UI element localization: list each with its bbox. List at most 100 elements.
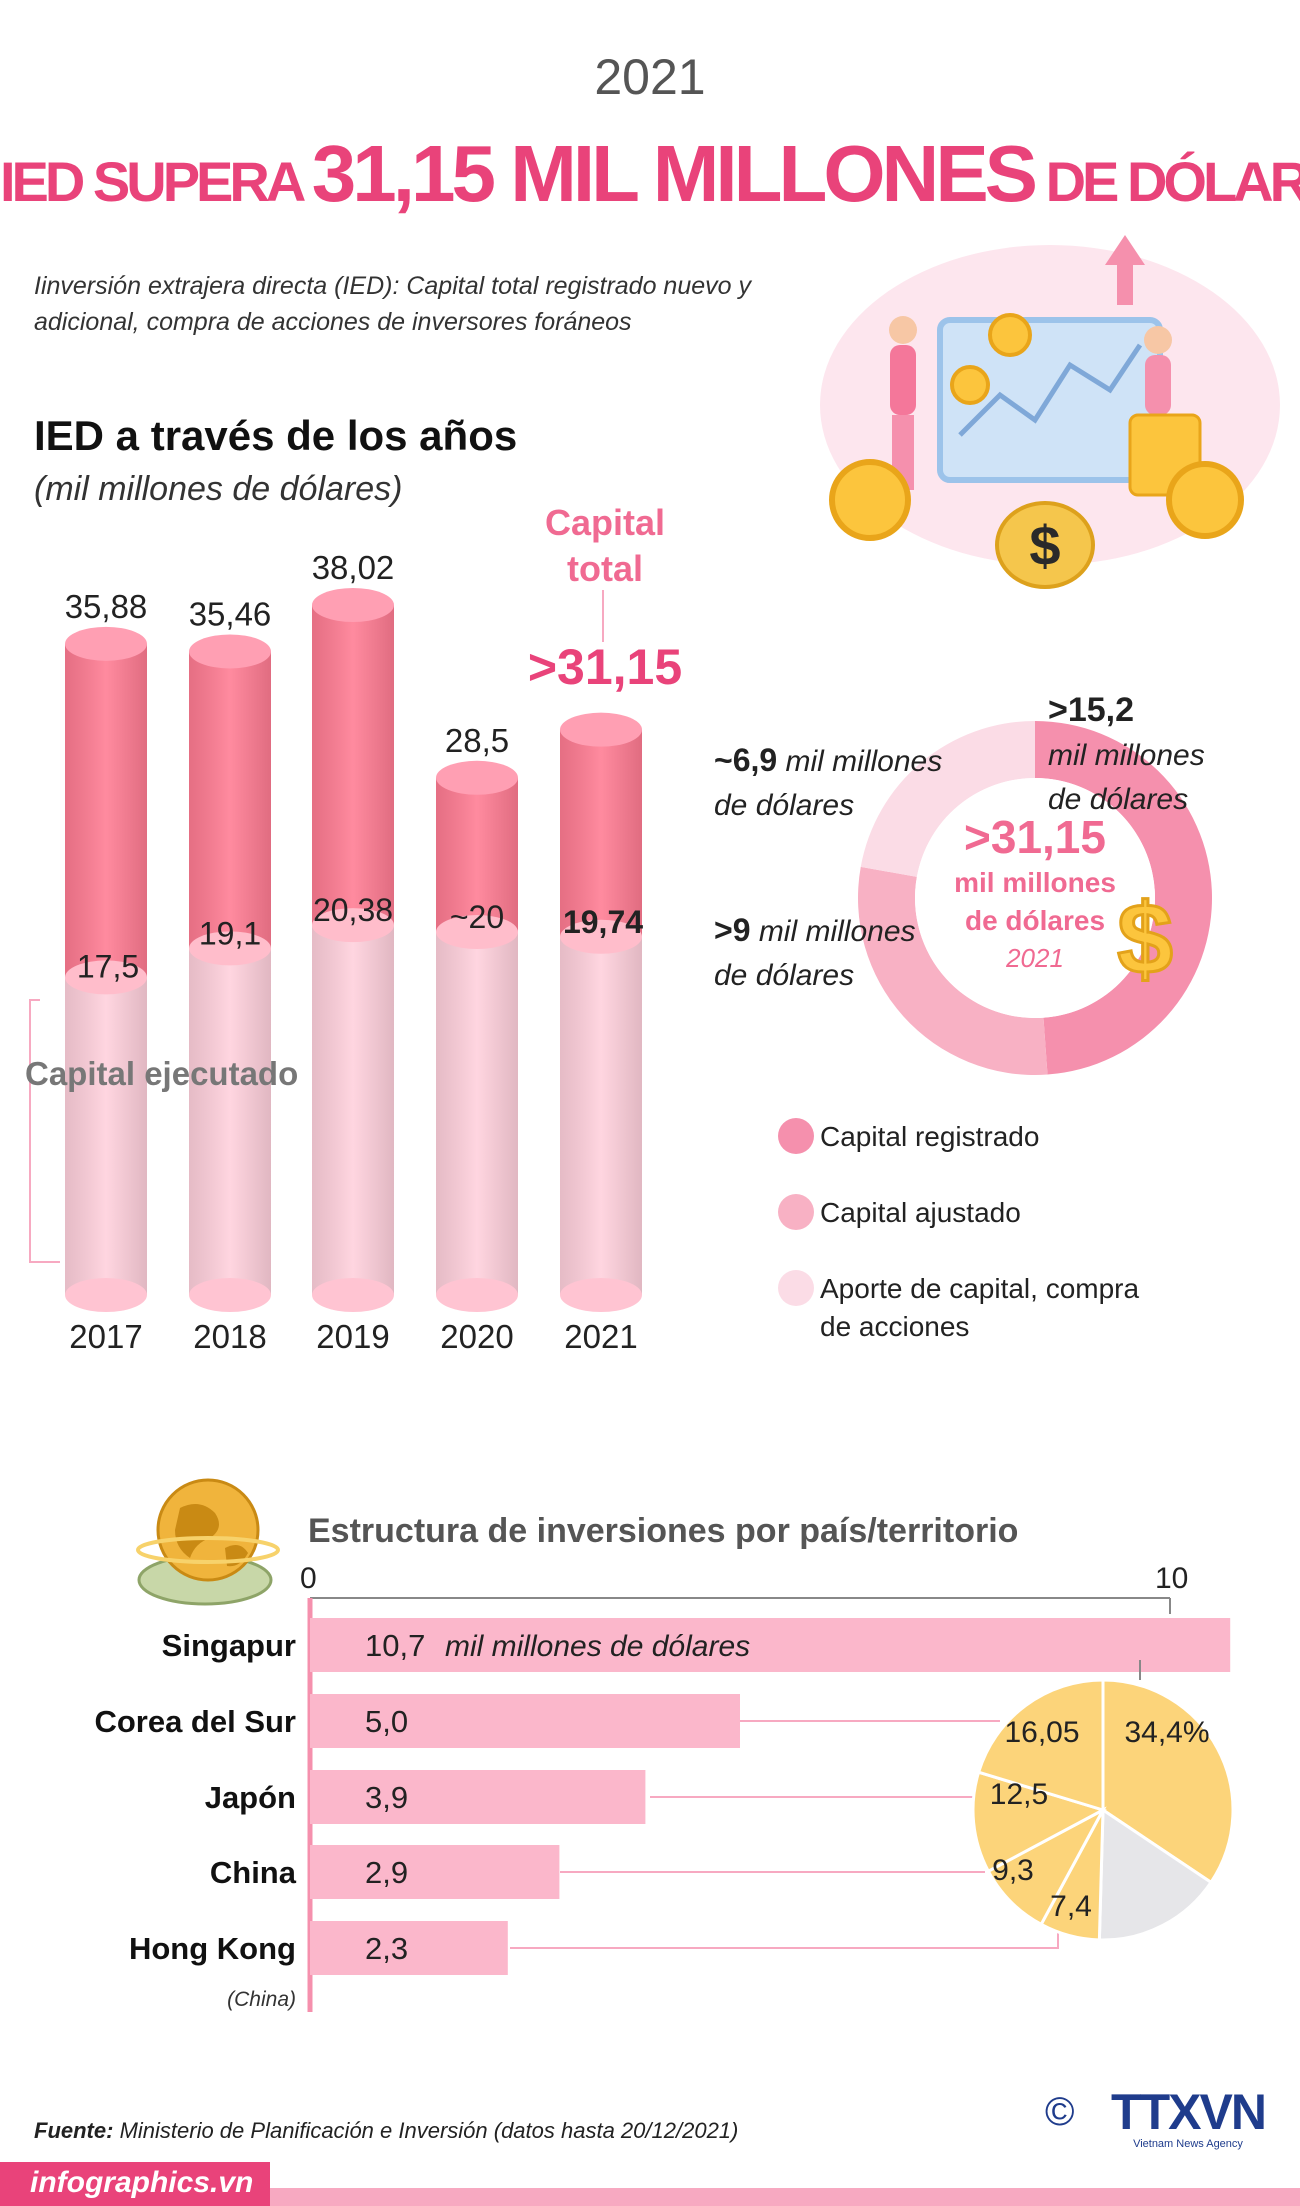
country-bar-hong-kong <box>310 1921 508 1975</box>
headline-suffix: DE DÓLARES <box>1045 150 1300 213</box>
bar-2019: 38,02 20,38 2019 <box>312 549 395 1355</box>
country-unit-label: mil millones de dólares <box>445 1630 750 1663</box>
pie-slice-korea <box>976 1678 1105 1813</box>
arrow-up-icon <box>1105 235 1145 305</box>
donut-label-contribution-unit1: mil millones <box>777 745 943 778</box>
agency-subtitle: Vietnam News Agency <box>1133 2138 1243 2150</box>
pie-connector-4 <box>510 1925 1059 1949</box>
bar-base-2021 <box>560 1278 642 1312</box>
bar-executed-cap-2017 <box>65 960 147 995</box>
bar-executed-label-2017: 17,5 <box>77 948 139 984</box>
donut-slice-3 <box>860 721 1035 877</box>
country-label-hong-kong: Hong Kong <box>129 1931 296 1966</box>
country-label-corea-del-sur: Corea del Sur <box>94 1704 296 1739</box>
year-label-2018: 2018 <box>193 1318 266 1355</box>
bar-total-label-2017: 35,88 <box>65 588 148 625</box>
person-left-head <box>889 316 917 344</box>
legend-adjusted: Capital ajustado <box>778 1194 1021 1232</box>
source-label: Fuente: <box>34 2118 114 2143</box>
big-coin-left-icon <box>829 459 911 541</box>
donut-slice-2 <box>858 866 1048 1075</box>
hongkong-note: (China) <box>227 1988 296 2011</box>
chart-line-icon <box>958 343 1143 437</box>
bar-shade-2018 <box>189 651 271 1295</box>
headline: IED SUPERA 31,15 MIL MILLONES DE DÓLARES <box>0 128 1300 220</box>
legend-contribution: Aporte de capital, compra de acciones <box>778 1270 1139 1346</box>
donut-year: 2021 <box>1006 943 1064 973</box>
donut-label-registered-unit1: mil millones <box>1048 739 1205 772</box>
svg-text:$: $ <box>1029 514 1060 577</box>
country-value-hong-kong: 2,3 <box>365 1931 408 1966</box>
coin-icon <box>988 313 1032 357</box>
year-label-2020: 2020 <box>440 1318 513 1355</box>
executed-connector <box>29 999 60 1263</box>
legend-registered-text: Capital registrado <box>820 1121 1040 1152</box>
bar-base-2017 <box>65 1278 147 1312</box>
pie-slice-japan <box>971 1770 1107 1874</box>
capital-donut-chart <box>858 721 1212 1075</box>
donut-label-contribution: ~6,9 mil millones de dólares <box>714 738 942 828</box>
donut-total-unit2: de dólares <box>964 905 1106 936</box>
bar-executed-label-2021: 19,74 <box>563 904 643 940</box>
footer-bar <box>0 2162 270 2206</box>
source-line: Fuente: Ministerio de Planificación e In… <box>34 2118 738 2144</box>
bar-total-label-2020: 28,5 <box>445 722 509 759</box>
person-right-head <box>1144 326 1172 354</box>
footer-line <box>270 2188 1300 2206</box>
bar-total-cap-2017 <box>65 626 147 661</box>
dollar-sign-icon: $ <box>1116 885 1175 990</box>
legend-registered: Capital registrado <box>778 1118 1040 1156</box>
bar-2021: 19,74 2021 <box>560 712 643 1355</box>
capital-total-connector <box>602 590 604 642</box>
source-text: Ministerio de Planificación e Inversión … <box>113 2118 739 2143</box>
pie-slice-other <box>1097 1807 1214 1942</box>
pie-label-2: 16,05 <box>1004 1716 1079 1749</box>
legend-contribution-swatch <box>778 1270 814 1306</box>
donut-total-value: >31,15 <box>964 811 1106 863</box>
year-label-2017: 2017 <box>69 1318 142 1355</box>
bar-executed-label-2019: 20,38 <box>313 892 393 928</box>
headline-prefix: IED SUPERA <box>0 150 312 213</box>
country-chart-title: Estructura de inversiones por país/terri… <box>308 1512 1019 1550</box>
bar-executed-cap-2021 <box>560 919 642 954</box>
country-label-jap-n: Japón <box>205 1780 296 1815</box>
donut-label-adjusted-unit1: mil millones <box>750 915 916 948</box>
country-value-jap-n: 3,9 <box>365 1780 408 1815</box>
donut-label-contribution-value: ~6,9 <box>714 742 778 778</box>
pie-label-5: 7,4 <box>1050 1890 1092 1923</box>
big-coin-right-icon <box>1166 461 1244 539</box>
bar-total-label-2019: 38,02 <box>312 549 395 586</box>
legend-adjusted-text: Capital ajustado <box>820 1197 1021 1228</box>
year-label-2021: 2021 <box>564 1318 637 1355</box>
bar-executed-label-2020: ~20 <box>450 899 504 935</box>
country-bar-singapur <box>310 1618 1231 1672</box>
donut-hole <box>915 778 1155 1018</box>
pie-label-1: 34,4% <box>1124 1716 1209 1749</box>
bar-shade-2019 <box>312 605 394 1295</box>
donut-label-adjusted: >9 mil millones de dólares <box>714 908 916 998</box>
legend-adjusted-swatch <box>778 1194 814 1230</box>
intro-text: Iinversión extrajera directa (IED): Capi… <box>34 272 751 336</box>
bar-executed-cap-2019 <box>312 908 394 943</box>
money-bag-icon <box>995 501 1095 589</box>
legend-registered-swatch <box>778 1118 814 1154</box>
country-bar-corea-del-sur <box>310 1694 740 1748</box>
person-left-icon <box>890 345 916 415</box>
year-label-2019: 2019 <box>316 1318 389 1355</box>
bar-2017: 35,88 17,5 2017 <box>65 588 148 1355</box>
globe-money-icon <box>136 1478 280 1606</box>
bar-shade-2021 <box>560 729 642 1295</box>
site-link[interactable]: infographics.vn <box>30 2166 254 2199</box>
bar-executed-cap-2020 <box>436 915 518 950</box>
bar-total-cap-2019 <box>312 588 394 622</box>
bar-total-cap-2018 <box>189 634 271 669</box>
legend-contribution-text2: de acciones <box>820 1311 970 1342</box>
capital-total-label-line2: total <box>567 548 643 589</box>
coin-icon-2 <box>950 365 990 405</box>
investment-illustration: $ <box>820 235 1280 589</box>
capital-total-label: Capital total <box>510 500 700 592</box>
header-year: 2021 <box>594 49 706 105</box>
donut-label-adjusted-unit2: de dólares <box>714 959 855 992</box>
bar-base-2018 <box>189 1278 271 1312</box>
bar-chart-subtitle: (mil millones de dólares) <box>34 470 403 508</box>
